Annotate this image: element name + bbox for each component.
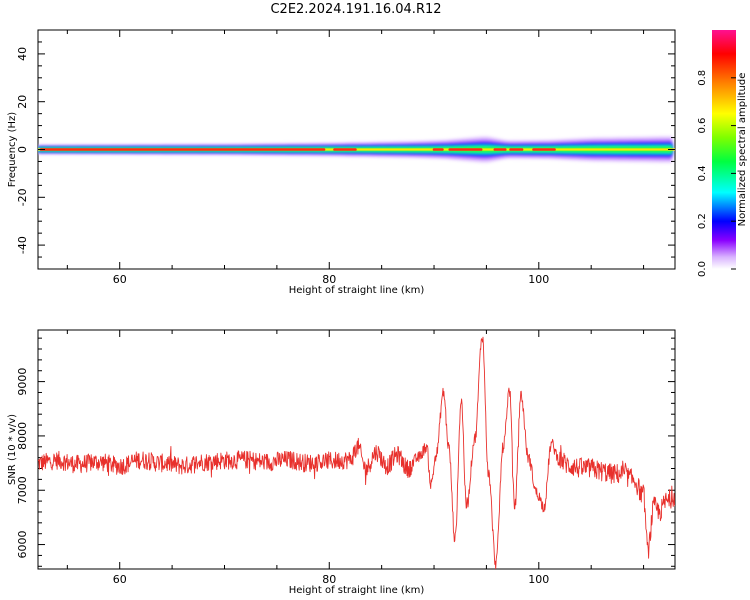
spec-xtick-label: 60: [113, 273, 127, 286]
spec-xtick-label: 100: [528, 273, 549, 286]
snr-ytick-label: 7000: [16, 476, 29, 504]
snr-xlabel: Height of straight line (km): [289, 585, 425, 596]
snr-xtick-label: 80: [322, 573, 336, 586]
spec-ylabel: Frequency (Hz): [7, 112, 18, 188]
colorbar: 0.0 0.2 0.4 0.6 0.8 Normalized spectral ampli…: [697, 30, 748, 277]
spec-ytick-label: -40: [16, 236, 29, 254]
snr-xtick-label: 60: [113, 573, 127, 586]
colorbar-tick-label: 0.6: [697, 118, 708, 134]
spec-xlabel: Height of straight line (km): [289, 285, 425, 296]
snr-series-line: [38, 336, 675, 569]
spectrogram-band: [38, 136, 675, 163]
spec-ytick-label: 0: [16, 146, 29, 153]
colorbar-tick-label: 0.0: [697, 261, 708, 277]
snr-xtick-label: 100: [528, 573, 549, 586]
colorbar-tick-label: 0.2: [697, 213, 708, 229]
snr-ytick-label: 8000: [16, 422, 29, 450]
snr-ylabel: SNR (10 * v/v): [7, 414, 18, 485]
spec-ytick-label: 40: [16, 47, 29, 61]
chart-title: C2E2.2024.191.16.04.R12: [270, 2, 442, 17]
snr-frame: [37, 329, 676, 570]
spec-ytick-label: 20: [16, 95, 29, 109]
colorbar-tick-label: 0.8: [697, 70, 708, 86]
snr-plot-area: [38, 336, 675, 569]
colorbar-label: Normalized spectral amplitude: [737, 73, 748, 227]
snr-panel: 60 80 100 Height of straight line (km) 6000 7…: [7, 329, 676, 596]
colorbar-gradient: [712, 30, 736, 269]
spec-xtick-label: 80: [322, 273, 336, 286]
snr-ytick-label: 9000: [16, 368, 29, 396]
snr-ytick-label: 6000: [16, 531, 29, 559]
spec-ytick-label: -20: [16, 188, 29, 206]
colorbar-tick-label: 0.4: [697, 165, 708, 181]
spectrogram-panel: 60 80 100 Height of straight line (km) -40 -2…: [7, 29, 676, 296]
